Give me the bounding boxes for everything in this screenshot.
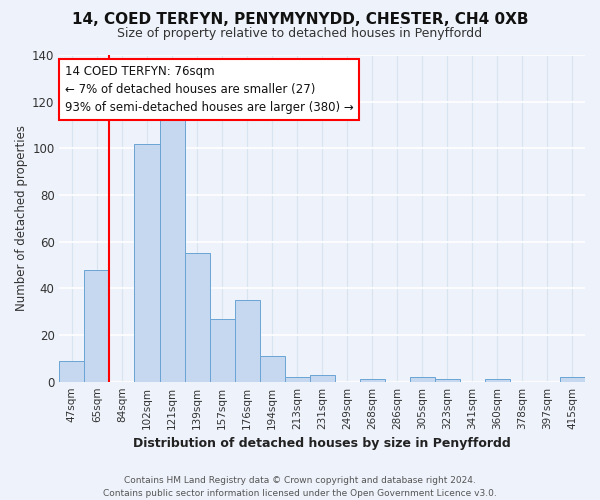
Bar — [260, 356, 284, 382]
Bar — [185, 254, 209, 382]
Bar — [485, 380, 510, 382]
Bar — [209, 318, 235, 382]
Bar — [435, 380, 460, 382]
Text: 14 COED TERFYN: 76sqm
← 7% of detached houses are smaller (27)
93% of semi-detac: 14 COED TERFYN: 76sqm ← 7% of detached h… — [65, 65, 353, 114]
X-axis label: Distribution of detached houses by size in Penyffordd: Distribution of detached houses by size … — [133, 437, 511, 450]
Bar — [310, 374, 335, 382]
Text: Contains HM Land Registry data © Crown copyright and database right 2024.
Contai: Contains HM Land Registry data © Crown c… — [103, 476, 497, 498]
Bar — [59, 360, 85, 382]
Bar — [160, 116, 185, 382]
Text: Size of property relative to detached houses in Penyffordd: Size of property relative to detached ho… — [118, 28, 482, 40]
Bar — [134, 144, 160, 382]
Bar — [85, 270, 109, 382]
Bar — [360, 380, 385, 382]
Bar — [560, 377, 585, 382]
Bar — [410, 377, 435, 382]
Text: 14, COED TERFYN, PENYMYNYDD, CHESTER, CH4 0XB: 14, COED TERFYN, PENYMYNYDD, CHESTER, CH… — [72, 12, 528, 28]
Bar — [284, 377, 310, 382]
Y-axis label: Number of detached properties: Number of detached properties — [15, 126, 28, 312]
Bar — [235, 300, 260, 382]
